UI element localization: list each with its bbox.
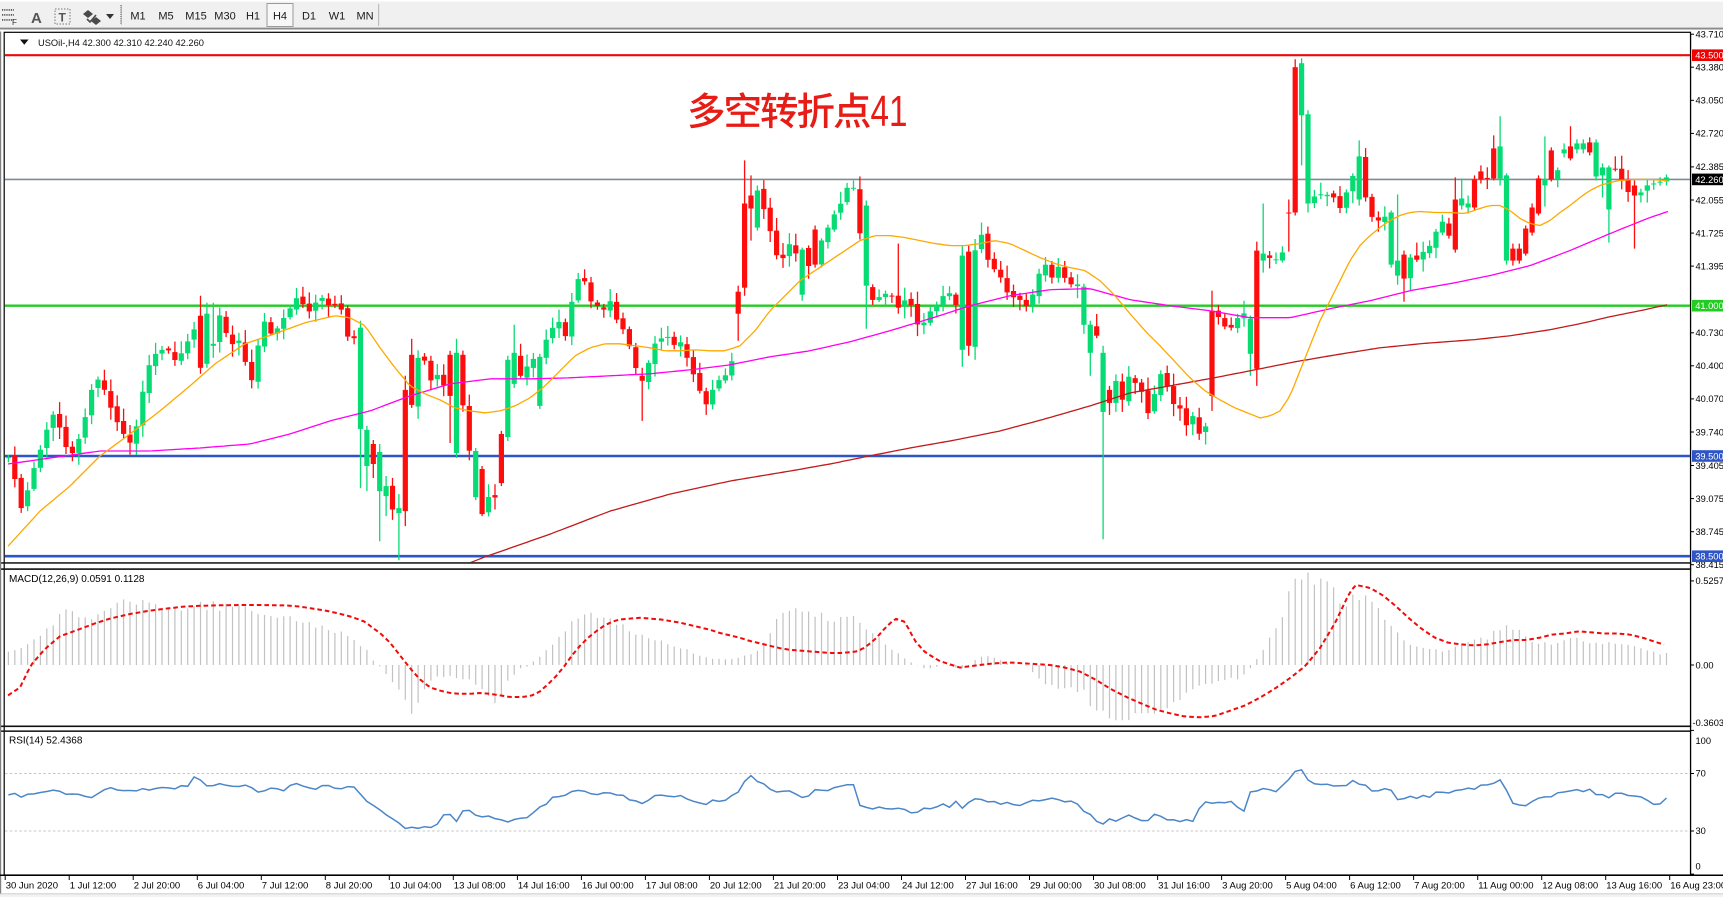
- svg-text:39.405: 39.405: [1696, 461, 1723, 471]
- svg-text:40.730: 40.730: [1696, 328, 1723, 338]
- svg-text:13 Aug 16:00: 13 Aug 16:00: [1606, 881, 1662, 892]
- svg-text:16 Aug 23:00: 16 Aug 23:00: [1670, 881, 1723, 892]
- svg-text:38.745: 38.745: [1696, 527, 1723, 537]
- svg-text:0: 0: [1696, 862, 1701, 872]
- svg-text:30: 30: [1696, 826, 1706, 836]
- svg-text:H1: H1: [246, 11, 260, 23]
- svg-text:D1: D1: [302, 11, 316, 23]
- svg-text:23 Jul 04:00: 23 Jul 04:00: [838, 881, 890, 892]
- svg-text:38.415: 38.415: [1696, 560, 1723, 570]
- svg-text:41.725: 41.725: [1696, 228, 1723, 238]
- svg-text:M5: M5: [158, 11, 173, 23]
- svg-text:7 Jul 12:00: 7 Jul 12:00: [262, 881, 308, 892]
- svg-text:30 Jun 2020: 30 Jun 2020: [6, 881, 58, 892]
- svg-text:3 Aug 20:00: 3 Aug 20:00: [1222, 881, 1273, 892]
- svg-text:14 Jul 16:00: 14 Jul 16:00: [518, 881, 570, 892]
- svg-text:39.740: 39.740: [1696, 427, 1723, 437]
- svg-text:10 Jul 04:00: 10 Jul 04:00: [390, 881, 442, 892]
- svg-text:17 Jul 08:00: 17 Jul 08:00: [646, 881, 698, 892]
- svg-text:21 Jul 20:00: 21 Jul 20:00: [774, 881, 826, 892]
- svg-text:MN: MN: [356, 11, 373, 23]
- svg-text:43.710: 43.710: [1696, 30, 1723, 40]
- svg-text:39.500: 39.500: [1695, 451, 1723, 461]
- svg-text:5 Aug 04:00: 5 Aug 04:00: [1286, 881, 1337, 892]
- svg-text:41: 41: [871, 87, 908, 136]
- svg-text:7 Aug 20:00: 7 Aug 20:00: [1414, 881, 1465, 892]
- svg-text:1 Jul 12:00: 1 Jul 12:00: [70, 881, 116, 892]
- svg-text:13 Jul 08:00: 13 Jul 08:00: [454, 881, 506, 892]
- svg-text:USOil-,H4 42.300 42.310 42.24: USOil-,H4 42.300 42.310 42.240 42.260: [38, 38, 204, 48]
- svg-text:6 Aug 12:00: 6 Aug 12:00: [1350, 881, 1401, 892]
- svg-text:42.720: 42.720: [1696, 129, 1723, 139]
- svg-text:0.00: 0.00: [1696, 660, 1714, 670]
- svg-text:41.395: 41.395: [1696, 261, 1723, 271]
- svg-text:MACD(12,26,9) 0.0591 0.1128: MACD(12,26,9) 0.0591 0.1128: [9, 574, 145, 585]
- svg-text:31 Jul 16:00: 31 Jul 16:00: [1158, 881, 1210, 892]
- svg-text:H4: H4: [273, 11, 287, 23]
- svg-text:6 Jul 04:00: 6 Jul 04:00: [198, 881, 244, 892]
- svg-text:20 Jul 12:00: 20 Jul 12:00: [710, 881, 762, 892]
- svg-text:42.260: 42.260: [1695, 175, 1723, 185]
- svg-text:30 Jul 08:00: 30 Jul 08:00: [1094, 881, 1146, 892]
- svg-text:11 Aug 00:00: 11 Aug 00:00: [1478, 881, 1533, 892]
- svg-text:A: A: [31, 10, 42, 27]
- svg-text:27 Jul 16:00: 27 Jul 16:00: [966, 881, 1018, 892]
- svg-text:T: T: [59, 11, 67, 25]
- svg-text:43.050: 43.050: [1696, 96, 1723, 106]
- svg-text:38.500: 38.500: [1695, 552, 1723, 562]
- svg-text:-0.3603: -0.3603: [1693, 718, 1723, 728]
- svg-text:F: F: [12, 18, 17, 27]
- svg-text:43.380: 43.380: [1696, 63, 1723, 73]
- svg-text:42.055: 42.055: [1696, 195, 1723, 205]
- svg-text:40.400: 40.400: [1696, 361, 1723, 371]
- svg-text:43.500: 43.500: [1695, 51, 1723, 61]
- svg-text:M15: M15: [185, 11, 206, 23]
- svg-text:RSI(14) 52.4368: RSI(14) 52.4368: [9, 736, 83, 747]
- svg-text:8 Jul 20:00: 8 Jul 20:00: [326, 881, 372, 892]
- svg-text:24 Jul 12:00: 24 Jul 12:00: [902, 881, 954, 892]
- svg-text:29 Jul 00:00: 29 Jul 00:00: [1030, 881, 1082, 892]
- svg-text:M30: M30: [214, 11, 235, 23]
- svg-text:2 Jul 20:00: 2 Jul 20:00: [134, 881, 180, 892]
- svg-text:42.385: 42.385: [1696, 162, 1723, 172]
- svg-text:12 Aug 08:00: 12 Aug 08:00: [1542, 881, 1598, 892]
- svg-text:41.000: 41.000: [1695, 301, 1723, 311]
- svg-text:16 Jul 00:00: 16 Jul 00:00: [582, 881, 634, 892]
- svg-text:M1: M1: [130, 11, 145, 23]
- svg-text:W1: W1: [329, 11, 346, 23]
- svg-text:100: 100: [1696, 736, 1712, 746]
- svg-text:0.5257: 0.5257: [1696, 576, 1723, 586]
- svg-text:39.075: 39.075: [1696, 494, 1723, 504]
- svg-text:40.070: 40.070: [1696, 394, 1723, 404]
- svg-text:70: 70: [1696, 769, 1706, 779]
